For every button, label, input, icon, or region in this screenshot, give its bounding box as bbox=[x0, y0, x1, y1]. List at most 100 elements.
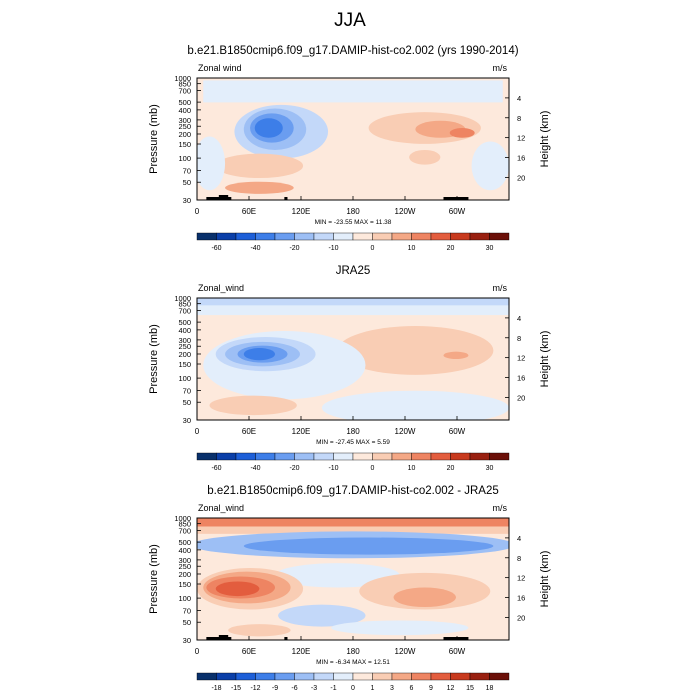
colorbar-label: 10 bbox=[408, 465, 416, 472]
colorbar-label: 15 bbox=[466, 685, 474, 692]
colorbar-label: 12 bbox=[447, 685, 455, 692]
colorbar-label: -10 bbox=[328, 465, 338, 472]
chart-panel-3: b.e21.B1850cmip6.f09_g17.DAMIP-hist-co2.… bbox=[148, 485, 551, 692]
contour-fill-band bbox=[449, 128, 475, 138]
y-axis-label: Pressure (mb) bbox=[148, 544, 160, 614]
height-tick-label: 12 bbox=[517, 354, 525, 363]
topography-bar bbox=[218, 635, 229, 640]
x-tick-label: 120W bbox=[395, 207, 416, 216]
colorbar-segment bbox=[372, 232, 393, 241]
x-tick-label: 120E bbox=[292, 647, 311, 656]
colorbar-segment bbox=[216, 452, 237, 461]
colorbar-label: 20 bbox=[447, 245, 455, 252]
right-axis-label: Height (km) bbox=[539, 551, 551, 608]
colorbar-segment bbox=[430, 452, 451, 461]
y-tick-label: 50 bbox=[183, 178, 191, 187]
contour-field bbox=[197, 298, 509, 420]
y-tick-label: 1000 bbox=[174, 74, 191, 83]
x-tick-label: 0 bbox=[195, 647, 200, 656]
y-tick-label: 850 bbox=[178, 300, 191, 309]
main-title: JJA bbox=[334, 10, 366, 31]
x-tick-label: 60W bbox=[449, 207, 466, 216]
height-tick-label: 16 bbox=[517, 374, 525, 383]
colorbar-segment bbox=[333, 232, 354, 241]
x-tick-label: 0 bbox=[195, 207, 200, 216]
colorbar-label: -9 bbox=[272, 685, 278, 692]
y-tick-label: 100 bbox=[178, 594, 191, 603]
topography-bar bbox=[443, 637, 469, 640]
colorbar-label: 10 bbox=[408, 245, 416, 252]
panel-title: JRA25 bbox=[336, 265, 371, 277]
colorbar-segment bbox=[469, 672, 490, 681]
y-tick-label: 30 bbox=[183, 636, 191, 645]
topography-bar bbox=[284, 197, 288, 200]
colorbar-label: -40 bbox=[250, 245, 260, 252]
colorbar-segment bbox=[469, 232, 490, 241]
colorbar-label: 30 bbox=[486, 465, 494, 472]
colorbar-segment bbox=[391, 452, 412, 461]
y-tick-label: 400 bbox=[178, 546, 191, 555]
contour-fill-band bbox=[243, 537, 494, 555]
contour-fill-band bbox=[225, 181, 294, 194]
y-tick-label: 400 bbox=[178, 326, 191, 335]
contour-fill-band bbox=[331, 620, 469, 636]
y-tick-label: 700 bbox=[178, 306, 191, 315]
colorbar-segment bbox=[450, 452, 471, 461]
y-tick-label: 50 bbox=[183, 398, 191, 407]
units-label: m/s bbox=[493, 503, 508, 513]
colorbar-segment bbox=[469, 452, 490, 461]
height-tick-label: 16 bbox=[517, 154, 525, 163]
colorbar-label: 9 bbox=[429, 685, 433, 692]
right-axis-label: Height (km) bbox=[539, 331, 551, 388]
contour-fill-band bbox=[254, 118, 283, 138]
x-tick-label: 0 bbox=[195, 427, 200, 436]
y-tick-label: 30 bbox=[183, 416, 191, 425]
x-tick-label: 180 bbox=[346, 207, 360, 216]
y-tick-label: 500 bbox=[178, 318, 191, 327]
colorbar-label: 20 bbox=[447, 465, 455, 472]
colorbar-segment bbox=[411, 232, 432, 241]
colorbar-label: 0 bbox=[351, 685, 355, 692]
topography-bar bbox=[443, 197, 469, 200]
colorbar-segment bbox=[430, 232, 451, 241]
contour-field bbox=[197, 518, 509, 640]
colorbar-label: -15 bbox=[231, 685, 241, 692]
y-tick-label: 200 bbox=[178, 350, 191, 359]
colorbar-segment bbox=[313, 452, 334, 461]
colorbar-segment bbox=[216, 672, 237, 681]
height-tick-label: 12 bbox=[517, 134, 525, 143]
colorbar-segment bbox=[196, 672, 217, 681]
colorbar-segment bbox=[489, 672, 510, 681]
colorbar-segment bbox=[274, 232, 295, 241]
colorbar-label: 3 bbox=[390, 685, 394, 692]
right-axis-label: Height (km) bbox=[539, 111, 551, 168]
colorbar-segment bbox=[274, 452, 295, 461]
colorbar-segment bbox=[450, 232, 471, 241]
colorbar-label: -40 bbox=[250, 465, 260, 472]
colorbar-segment bbox=[372, 452, 393, 461]
x-tick-label: 180 bbox=[346, 647, 360, 656]
y-tick-label: 100 bbox=[178, 154, 191, 163]
y-tick-label: 70 bbox=[183, 607, 191, 616]
colorbar-segment bbox=[333, 672, 354, 681]
contour-fill-band bbox=[243, 348, 275, 361]
colorbar-label: -12 bbox=[250, 685, 260, 692]
y-tick-label: 150 bbox=[178, 140, 191, 149]
contour-fill-band bbox=[337, 326, 494, 375]
height-tick-label: 8 bbox=[517, 554, 521, 563]
x-tick-label: 60E bbox=[242, 427, 256, 436]
x-tick-label: 120E bbox=[292, 207, 311, 216]
colorbar-segment bbox=[196, 232, 217, 241]
y-tick-label: 200 bbox=[178, 570, 191, 579]
colorbar-segment bbox=[294, 452, 315, 461]
y-tick-label: 700 bbox=[178, 86, 191, 95]
min-max-stats: MIN = -27.45 MAX = 5.59 bbox=[316, 439, 390, 446]
colorbar-segment bbox=[411, 452, 432, 461]
colorbar-segment bbox=[255, 452, 276, 461]
colorbar-segment bbox=[216, 232, 237, 241]
contour-fill-band bbox=[209, 395, 297, 416]
y-tick-label: 150 bbox=[178, 360, 191, 369]
x-tick-label: 120E bbox=[292, 427, 311, 436]
